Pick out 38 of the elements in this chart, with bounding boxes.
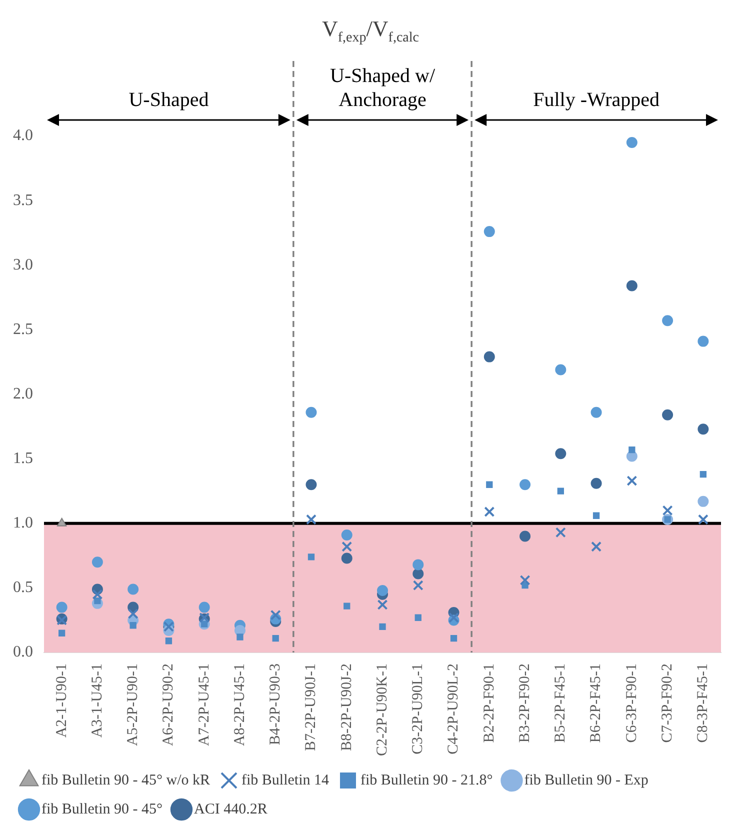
x-tick-label: B5-2P-F45-1 [552,664,569,743]
x-tick-label: A3-1-U45-1 [89,664,106,738]
chart-title: V$_{f,exp}$/V$_{f,calc}$ [321,15,420,48]
x-tick-label: B8-2P-U90J-2 [338,664,355,752]
y-tick-label: 3.0 [13,256,33,274]
x-tick-label: A6-2P-U90-2 [160,664,177,746]
y-tick-label: 0.5 [13,579,33,596]
x-tick-label: B2-2P-F90-1 [481,664,498,743]
x-tick-label: A5-2P-U90-1 [125,664,142,746]
legend-label: ACI 440.2R [194,801,268,818]
x-tick-label: C3-2P-U90L-1 [410,664,426,754]
x-tick-label: C6-3P-F90-1 [624,664,640,743]
x-tick-label: B4-2P-U90-3 [268,664,284,746]
x-tick-label: C4-2P-U90L-2 [446,664,462,754]
x-tick-label: A7-2P-U45-1 [196,664,212,746]
y-tick-label: 4.0 [13,127,33,144]
x-tick-label: B6-2P-F45-1 [588,664,604,743]
x-tick-label: B3-2P-F90-2 [516,664,533,743]
legend-label: fib Bulletin 90 - 21.8° [360,772,493,788]
x-tick-label: C8-3P-F45-1 [695,664,712,743]
x-tick-label: C2-2P-U90K-1 [374,664,390,756]
y-tick-label: 2.5 [13,320,33,338]
y-tick-label: 3.5 [13,192,33,209]
x-tick-label: B7-2P-U90J-1 [303,664,320,752]
x-tick-label: C7-3P-F90-2 [659,664,676,743]
legend-label: fib Bulletin 90 - 45° [42,801,162,818]
legend-label: fib Bulletin 90 - Exp [524,772,648,788]
y-tick-label: 1.5 [13,450,33,468]
y-tick-label: 2.0 [13,385,33,402]
legend-label: fib Bulletin 14 [241,772,330,788]
text: U-Shaped [128,89,209,111]
x-tick-label: A2-1-U90-1 [54,664,70,738]
text: Fully -Wrapped [533,89,660,111]
y-tick-label: 1.0 [13,514,33,532]
text: U-Shaped w/ Anchorage [330,65,436,111]
x-tick-label: A8-2P-U45-1 [232,664,248,746]
legend-label: fib Bulletin 90 - 45° w/o kR [42,772,210,788]
y-tick-label: 0.0 [13,644,33,661]
